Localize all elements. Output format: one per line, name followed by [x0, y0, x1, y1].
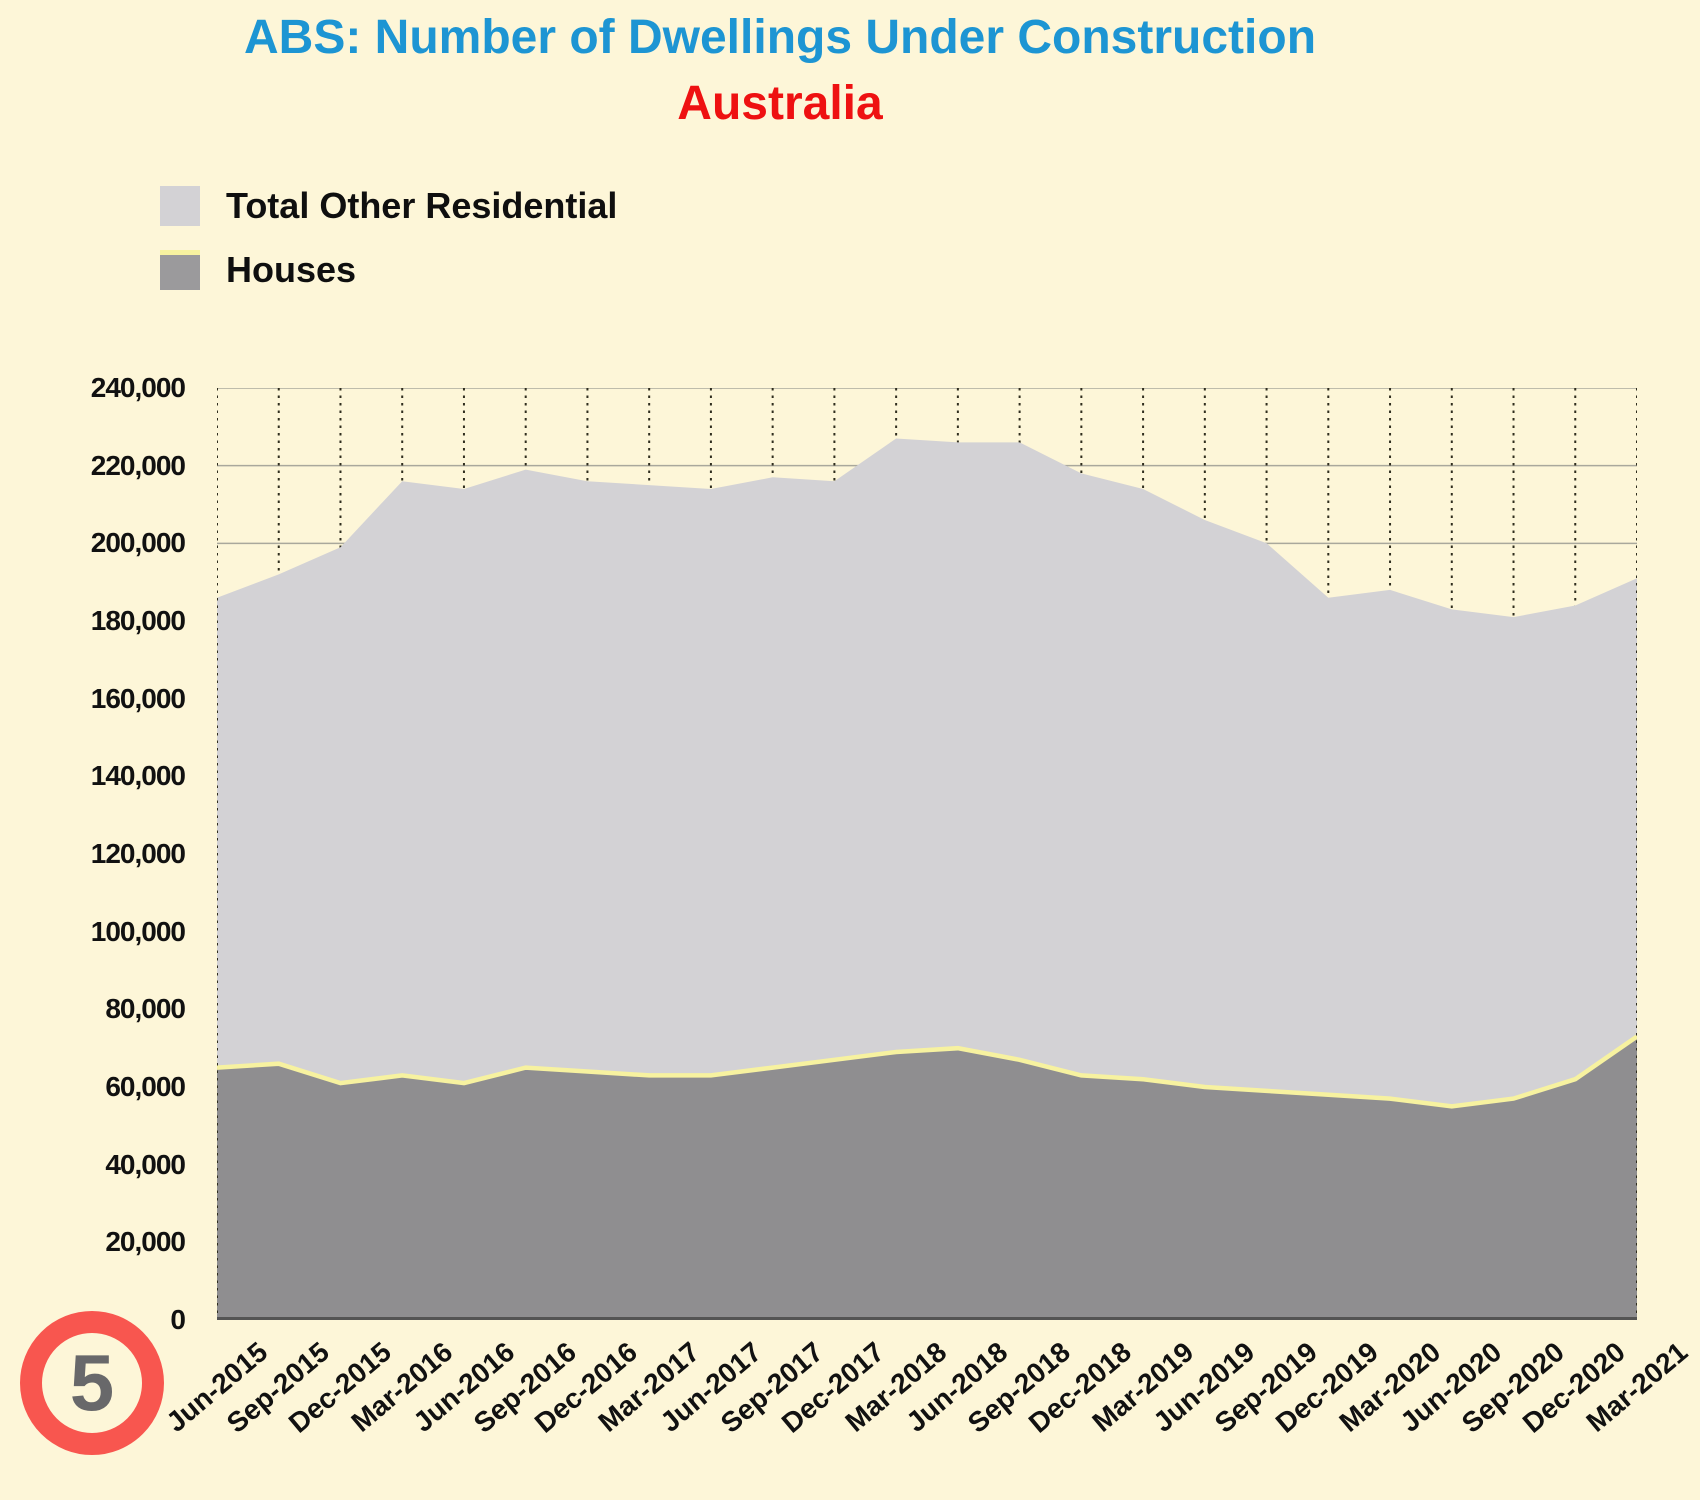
y-axis-tick-label: 140,000: [90, 760, 186, 792]
legend-swatch-houses: [160, 250, 200, 290]
plot-area: [216, 387, 1639, 1320]
y-axis-tick-label: 80,000: [105, 993, 186, 1025]
chart-title: ABS: Number of Dwellings Under Construct…: [243, 11, 1317, 64]
chart-subtitle: Australia: [677, 77, 883, 130]
legend-item-houses: Houses: [160, 249, 617, 291]
y-axis-tick-label: 220,000: [90, 449, 186, 481]
stacked-area-chart: [216, 387, 1639, 1320]
y-axis-tick-label: 240,000: [90, 372, 186, 403]
legend-item-total-other-residential: Total Other Residential: [160, 185, 617, 227]
houses-line: [216, 1034, 1639, 1109]
legend: Total Other Residential Houses: [160, 185, 617, 313]
page-number-badge: 5: [20, 1311, 164, 1455]
y-axis-tick-label: 160,000: [90, 682, 186, 714]
y-axis-tick-label: 100,000: [90, 915, 186, 947]
y-axis-tick-label: 40,000: [105, 1148, 186, 1180]
houses-area: [217, 1036, 1637, 1320]
y-axis-tick-label: 180,000: [90, 605, 186, 636]
legend-label-houses: Houses: [226, 249, 357, 290]
y-axis-tick-label: 0: [170, 1304, 186, 1335]
y-axis-tick-label: 120,000: [90, 838, 186, 869]
page-number: 5: [69, 1338, 115, 1427]
legend-label-total-other-residential: Total Other Residential: [226, 185, 618, 226]
y-axis-tick-label: 60,000: [105, 1071, 186, 1102]
other-residential-area: [217, 438, 1637, 1107]
y-axis-tick-label: 20,000: [105, 1226, 186, 1258]
legend-swatch-total-other-residential: [160, 186, 200, 226]
y-axis-tick-label: 200,000: [90, 527, 186, 559]
